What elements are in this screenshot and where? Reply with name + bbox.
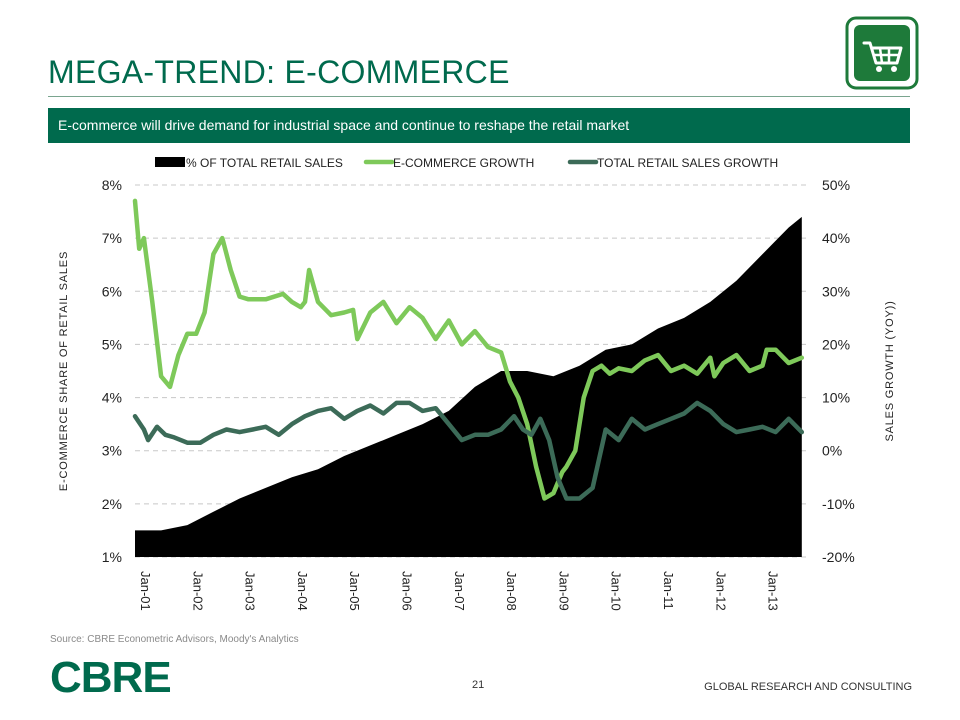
y-tick-label: 7% xyxy=(102,230,122,246)
y-axis-title: E-COMMERCE SHARE OF RETAIL SALES xyxy=(58,251,70,491)
x-tick-label: Jan-12 xyxy=(713,571,728,611)
y-tick-label: 1% xyxy=(102,549,122,565)
y-tick-label: 3% xyxy=(102,443,122,459)
x-tick-label: Jan-04 xyxy=(295,571,310,611)
y2-tick-label: 10% xyxy=(822,390,850,406)
footer-label: GLOBAL RESEARCH AND CONSULTING xyxy=(704,681,912,693)
y-tick-label: 2% xyxy=(102,496,122,512)
y2-tick-label: -10% xyxy=(822,496,855,512)
y-tick-label: 5% xyxy=(102,336,122,352)
x-tick-label: Jan-05 xyxy=(347,571,362,611)
x-tick-label: Jan-06 xyxy=(399,571,414,611)
x-tick-label: Jan-03 xyxy=(243,571,258,611)
y2-tick-label: 40% xyxy=(822,230,850,246)
y-tick-label: 8% xyxy=(102,177,122,193)
x-tick-label: Jan-10 xyxy=(609,571,624,611)
shopping-cart-icon xyxy=(845,16,919,90)
source-note: Source: CBRE Econometric Advisors, Moody… xyxy=(50,634,299,645)
cbre-logo: CBRE xyxy=(50,653,172,702)
page-number: 21 xyxy=(472,679,485,691)
legend-label: % OF TOTAL RETAIL SALES xyxy=(186,156,343,170)
legend-label: TOTAL RETAIL SALES GROWTH xyxy=(597,156,778,170)
retail-share-area xyxy=(135,216,802,557)
ecommerce-growth-line xyxy=(132,198,805,501)
legend-label: E-COMMERCE GROWTH xyxy=(393,156,534,170)
y2-tick-label: 0% xyxy=(822,443,842,459)
y2-tick-label: 30% xyxy=(822,283,850,299)
y2-axis-title: SALES GROWTH (YOY)) xyxy=(884,300,896,441)
ecommerce-chart: 8% 7% 6% 5% 4% 3% 2% 1% 50% 40% 30% 20% 10% 0% -10% -20… xyxy=(58,156,896,611)
x-tick-label: Jan-09 xyxy=(556,571,571,611)
y2-tick-label: 20% xyxy=(822,336,850,352)
page-title: MEGA-TREND: E-COMMERCE xyxy=(48,54,510,90)
subtitle-banner: E-commerce will drive demand for industr… xyxy=(48,108,910,143)
y2-tick-label: 50% xyxy=(822,177,850,193)
legend-swatch-area xyxy=(155,157,185,167)
y-tick-label: 4% xyxy=(102,390,122,406)
x-tick-label: Jan-02 xyxy=(190,571,205,611)
total-retail-growth-line xyxy=(132,400,805,501)
x-tick-label: Jan-08 xyxy=(504,571,519,611)
title-divider xyxy=(48,96,910,97)
x-tick-label: Jan-07 xyxy=(452,571,467,611)
x-tick-label: Jan-01 xyxy=(138,571,153,611)
x-tick-label: Jan-13 xyxy=(766,571,781,611)
y-tick-label: 6% xyxy=(102,283,122,299)
x-tick-label: Jan-11 xyxy=(661,571,676,610)
y2-tick-label: -20% xyxy=(822,549,855,565)
